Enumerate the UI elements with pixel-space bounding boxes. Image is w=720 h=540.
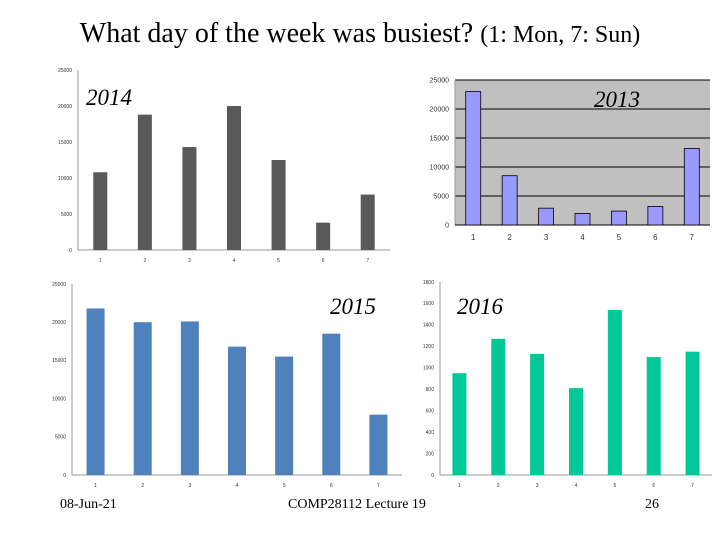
bar [227, 106, 241, 250]
bar [611, 210, 627, 226]
footer-page-number: 26 [645, 497, 659, 512]
y-tick-label: 15000 [430, 135, 450, 142]
y-tick-label: 15000 [52, 358, 66, 364]
x-tick-label: 3 [188, 483, 191, 489]
x-tick-label: 3 [544, 233, 549, 242]
chart-2016: 0 200 400 600 800 1000 1200 1400 1600 1800 1 2 3 4 5 6 7 [423, 280, 712, 489]
y-tick-label: 800 [426, 387, 435, 393]
bar [647, 206, 664, 226]
chart-2013: 0 5000 10000 15000 20000 25000 1 2 3 4 5 6 7 [430, 77, 710, 242]
y-tick-label: 10000 [58, 176, 72, 182]
y-tick-label: 20000 [430, 106, 450, 113]
title-main: What day of the week was busiest? [79, 18, 474, 49]
bar [182, 147, 197, 250]
x-tick-label: 4 [580, 233, 585, 242]
bar [93, 172, 108, 250]
chart-2014: 0 5000 10000 15000 20000 25000 1 2 3 4 5 6 7 [58, 68, 390, 264]
y-tick-label: 0 [69, 248, 72, 254]
y-tick-label: 600 [426, 408, 435, 414]
bar [607, 309, 622, 475]
y-tick-label: 1400 [423, 323, 434, 329]
chart-2015-title: 2015 [330, 294, 376, 319]
x-tick-label: 5 [283, 483, 286, 489]
bar [133, 322, 152, 475]
footer-date: 08-Jun-21 [60, 497, 117, 512]
y-tick-label: 5000 [433, 193, 449, 200]
y-tick-label: 400 [426, 430, 435, 436]
x-tick-label: 2 [143, 258, 146, 264]
y-tick-label: 1200 [423, 344, 434, 350]
bar [569, 388, 583, 475]
y-tick-label: 1800 [423, 280, 434, 286]
bar [491, 338, 506, 475]
x-tick-label: 5 [613, 483, 616, 489]
chart-2013-title: 2013 [594, 87, 640, 112]
y-tick-label: 0 [63, 473, 66, 479]
title-subtitle: (1: Mon, 7: Sun) [480, 22, 641, 48]
x-tick-label: 1 [99, 258, 102, 264]
y-tick-label: 20000 [58, 104, 72, 110]
chart-2014-title: 2014 [86, 85, 132, 110]
plot-background [455, 80, 710, 225]
x-tick-label: 2 [507, 233, 512, 242]
y-tick-label: 15000 [58, 140, 72, 146]
bar [530, 353, 545, 475]
y-tick-label: 25000 [52, 282, 66, 288]
y-tick-label: 10000 [52, 396, 66, 402]
y-tick-label: 0 [431, 473, 434, 479]
bar [137, 114, 152, 250]
x-tick-label: 5 [617, 233, 622, 242]
bar [574, 212, 591, 226]
y-tick-label: 25000 [58, 68, 72, 74]
bar [271, 160, 286, 250]
x-tick-label: 5 [277, 258, 280, 264]
x-tick-label: 1 [471, 233, 476, 242]
chart-2015: 0 5000 10000 15000 20000 25000 1 2 3 4 5 6 7 [52, 282, 402, 489]
y-tick-label: 10000 [430, 164, 450, 171]
y-tick-label: 5000 [55, 435, 66, 441]
bar [180, 321, 199, 475]
bar [452, 373, 467, 475]
chart-2016-title: 2016 [457, 294, 503, 319]
bar [465, 91, 482, 226]
bar [86, 308, 105, 475]
x-tick-label: 7 [377, 483, 380, 489]
x-tick-label: 3 [536, 483, 539, 489]
x-tick-label: 7 [691, 483, 694, 489]
y-tick-label: 0 [445, 222, 449, 229]
bar [538, 207, 554, 226]
bar [683, 148, 700, 226]
bar [316, 222, 331, 250]
x-tick-label: 2 [497, 483, 500, 489]
slide-title: What day of the week was busiest? (1: Mo… [0, 18, 720, 50]
bar [685, 351, 700, 475]
bar [369, 414, 388, 475]
y-tick-label: 1600 [423, 301, 434, 307]
x-tick-label: 4 [575, 483, 578, 489]
x-tick-label: 4 [233, 258, 236, 264]
bar [228, 346, 246, 475]
x-tick-label: 6 [653, 233, 658, 242]
bar [275, 356, 294, 475]
x-tick-label: 6 [330, 483, 333, 489]
y-tick-label: 5000 [61, 212, 72, 218]
x-tick-label: 6 [322, 258, 325, 264]
x-tick-label: 6 [652, 483, 655, 489]
x-tick-label: 2 [141, 483, 144, 489]
x-tick-label: 3 [188, 258, 191, 264]
x-tick-label: 1 [458, 483, 461, 489]
y-tick-label: 1000 [423, 366, 434, 372]
x-tick-label: 7 [690, 233, 695, 242]
y-tick-label: 20000 [52, 320, 66, 326]
bar [360, 194, 375, 250]
bar [322, 333, 341, 475]
y-tick-label: 200 [426, 451, 435, 457]
bar [501, 175, 518, 226]
y-tick-label: 25000 [430, 77, 450, 84]
bar [646, 357, 661, 475]
x-tick-label: 1 [94, 483, 97, 489]
footer-course: COMP28112 Lecture 19 [288, 497, 426, 512]
x-tick-label: 7 [366, 258, 369, 264]
x-tick-label: 4 [236, 483, 239, 489]
